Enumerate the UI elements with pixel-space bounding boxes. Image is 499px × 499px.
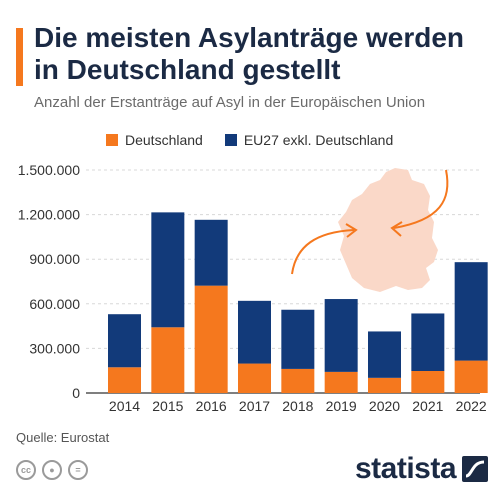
bar-deutschland xyxy=(238,363,271,393)
y-tick-label: 0 xyxy=(72,385,80,401)
y-axis-ticks: 0 300.000 600.000 900.000 1.200.000 1.500.000 xyxy=(18,162,81,401)
y-tick-label: 1.200.000 xyxy=(18,207,80,223)
x-tick-label: 2014 xyxy=(109,398,140,414)
y-tick-label: 300.000 xyxy=(29,340,80,356)
bar-eu27 xyxy=(324,299,358,372)
bar-deutschland xyxy=(281,368,315,393)
legend-item-eu27: EU27 exkl. Deutschland xyxy=(224,132,394,148)
bar-eu27 xyxy=(238,300,271,364)
germany-map-shape xyxy=(338,168,438,292)
legend: Deutschland EU27 exkl. Deutschland xyxy=(106,132,415,148)
x-tick-label: 2015 xyxy=(152,398,183,414)
source-note: Quelle: Eurostat xyxy=(16,430,110,445)
arrow-outgoing-head xyxy=(390,221,403,237)
x-tick-label: 2019 xyxy=(326,398,357,414)
arrow-incoming-head xyxy=(345,223,358,238)
bar-deutschland xyxy=(151,327,185,393)
statista-logo-icon xyxy=(462,456,489,482)
bar-deutschland xyxy=(411,370,445,393)
bar-deutschland xyxy=(194,285,228,393)
statista-brand: statista xyxy=(355,452,489,486)
x-tick-label: 2022 xyxy=(456,398,487,414)
legend-swatch-deutschland xyxy=(106,134,118,146)
chart-subtitle: Anzahl der Erstanträge auf Asyl in der E… xyxy=(34,94,426,111)
x-tick-label: 2017 xyxy=(239,398,270,414)
license-icons: cc ● = xyxy=(16,460,94,480)
x-tick-label: 2020 xyxy=(369,398,400,414)
arrow-incoming xyxy=(291,229,355,275)
y-tick-label: 1.500.000 xyxy=(18,162,80,178)
bars xyxy=(108,212,488,393)
legend-label-deutschland: Deutschland xyxy=(125,132,203,148)
bar-eu27 xyxy=(454,262,488,361)
bar-eu27 xyxy=(194,219,228,286)
x-tick-label: 2021 xyxy=(412,398,443,414)
germany-map-illustration xyxy=(291,168,449,292)
y-tick-label: 600.000 xyxy=(29,296,80,312)
bar-deutschland xyxy=(368,377,401,393)
bar-eu27 xyxy=(368,331,401,378)
chart-title: Die meisten Asylanträge werden in Deutsc… xyxy=(34,22,465,85)
x-tick-label: 2018 xyxy=(282,398,313,414)
bar-deutschland xyxy=(454,360,488,393)
cc-icon: cc xyxy=(16,460,36,480)
legend-item-deutschland: Deutschland xyxy=(106,132,203,148)
bar-eu27 xyxy=(411,313,445,371)
equals-icon: = xyxy=(68,460,88,480)
x-tick-label: 2016 xyxy=(196,398,227,414)
brand-name: statista xyxy=(355,452,457,485)
bar-eu27 xyxy=(108,314,141,368)
arrow-outgoing xyxy=(393,169,449,229)
bar-eu27 xyxy=(281,309,315,369)
bar-eu27 xyxy=(151,212,185,328)
y-tick-label: 900.000 xyxy=(29,251,80,267)
bar-chart: 0 300.000 600.000 900.000 1.200.000 1.500.000… xyxy=(18,162,488,414)
legend-swatch-eu27 xyxy=(224,134,237,146)
bar-deutschland xyxy=(324,371,358,393)
person-icon: ● xyxy=(42,460,62,480)
bar-deutschland xyxy=(108,367,141,393)
x-axis-ticks: 2014 2015 2016 2017 2018 2019 2020 2021 2022 xyxy=(109,398,487,414)
accent-bar xyxy=(16,28,23,86)
legend-label-eu27: EU27 exkl. Deutschland xyxy=(243,132,394,148)
